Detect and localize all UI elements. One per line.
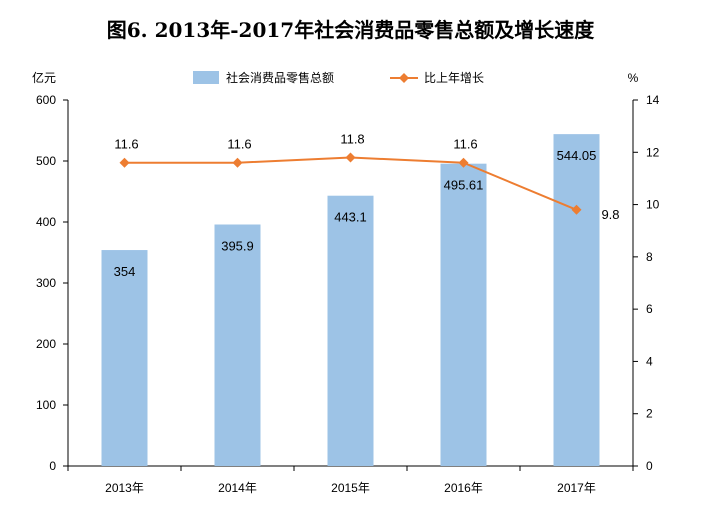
right-tick-label: 10 <box>646 198 660 212</box>
left-tick-label: 400 <box>36 215 56 229</box>
left-tick-label: 100 <box>36 398 56 412</box>
bar-value-label: 495.61 <box>444 178 484 193</box>
growth-marker <box>458 157 469 168</box>
bar-value-label: 443.1 <box>334 210 367 225</box>
bar <box>440 163 487 466</box>
x-tick-label: 2016年 <box>444 481 483 495</box>
left-tick-label: 300 <box>36 276 56 290</box>
bar <box>214 224 261 466</box>
right-tick-label: 0 <box>646 459 653 473</box>
growth-marker <box>232 157 243 168</box>
left-tick-label: 600 <box>36 93 56 107</box>
growth-value-label: 11.6 <box>114 137 138 152</box>
left-tick-label: 500 <box>36 154 56 168</box>
right-tick-label: 6 <box>646 302 653 316</box>
legend-bar-label: 社会消费品零售总额 <box>226 70 334 85</box>
bar-value-label: 354 <box>114 264 136 279</box>
x-tick-label: 2014年 <box>218 481 257 495</box>
left-tick-label: 0 <box>49 459 56 473</box>
x-tick-label: 2017年 <box>557 481 596 495</box>
growth-marker <box>571 204 582 215</box>
bar <box>327 195 374 467</box>
right-tick-label: 8 <box>646 250 653 264</box>
bar <box>101 250 148 466</box>
chart-title: 图6. 2013年-2017年社会消费品零售总额及增长速度 <box>106 18 595 42</box>
right-tick-label: 14 <box>646 93 660 107</box>
x-tick-label: 2015年 <box>331 481 370 495</box>
bar-value-label: 544.05 <box>557 148 597 163</box>
right-axis-unit: % <box>628 71 639 85</box>
growth-marker <box>119 157 130 168</box>
x-tick-label: 2013年 <box>105 481 144 495</box>
bar <box>553 134 600 466</box>
left-tick-label: 200 <box>36 337 56 351</box>
right-tick-label: 12 <box>646 145 660 159</box>
legend-bar-swatch <box>193 71 219 84</box>
right-tick-label: 2 <box>646 407 653 421</box>
growth-value-label: 11.6 <box>453 137 477 152</box>
growth-value-label: 9.8 <box>601 207 619 222</box>
growth-marker <box>345 152 356 163</box>
legend-line-label: 比上年增长 <box>424 71 484 85</box>
bar-value-label: 395.9 <box>221 239 254 254</box>
left-axis-unit: 亿元 <box>32 70 56 85</box>
legend-line-marker <box>399 73 409 83</box>
right-tick-label: 4 <box>646 354 653 368</box>
growth-value-label: 11.8 <box>340 132 364 147</box>
growth-value-label: 11.6 <box>227 137 251 152</box>
